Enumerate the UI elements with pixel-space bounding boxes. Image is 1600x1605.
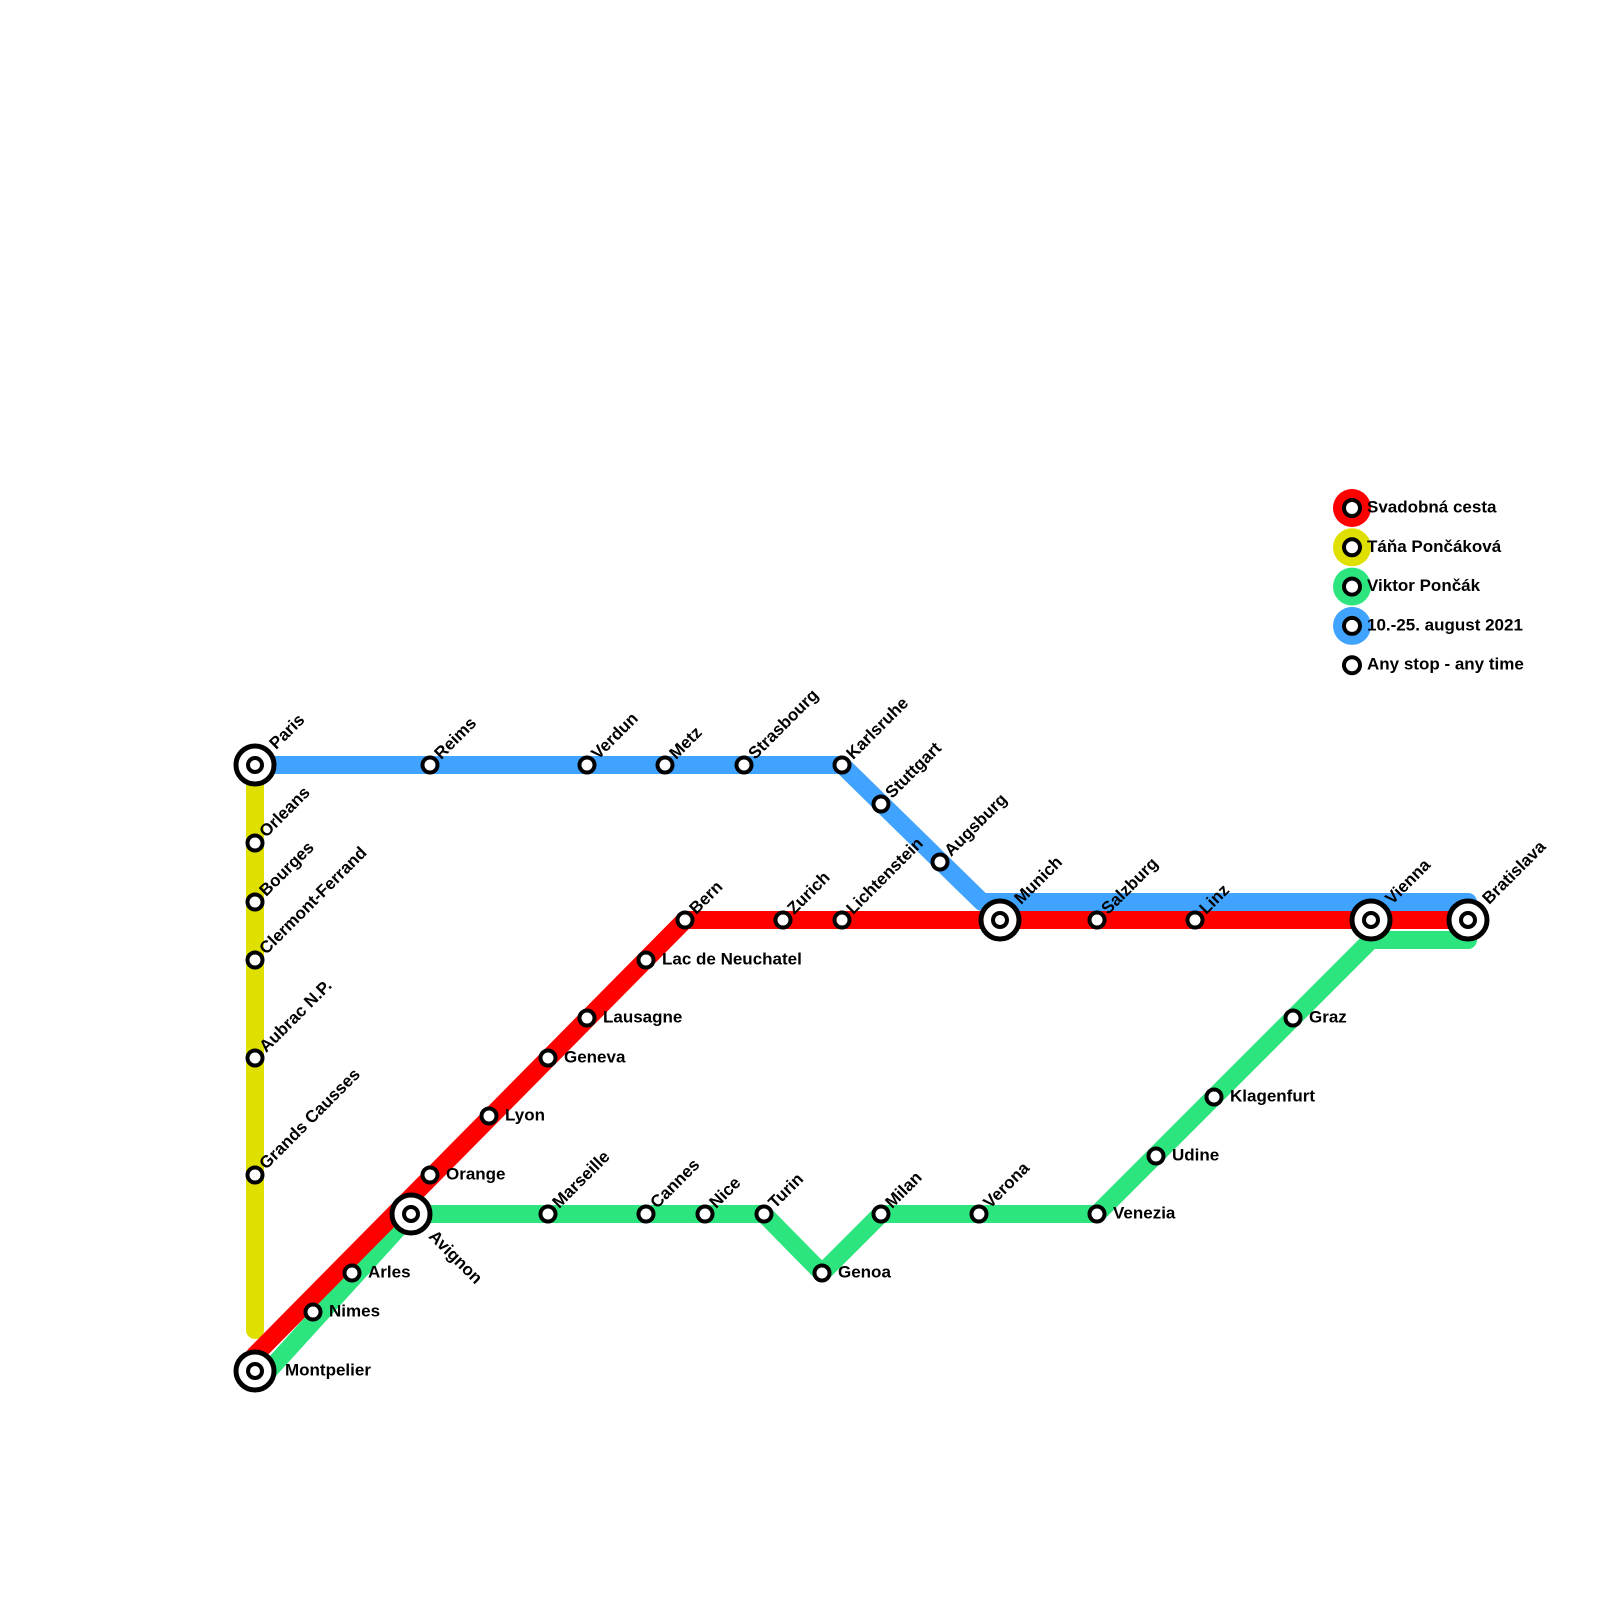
station-label: Reims <box>431 713 481 763</box>
legend-label: Viktor Pončák <box>1367 576 1481 595</box>
station <box>812 1263 832 1283</box>
station <box>636 950 656 970</box>
station <box>245 892 265 912</box>
station-label: Cannes <box>647 1155 704 1212</box>
station-label: Lichtenstein <box>843 834 927 918</box>
station-label: Verdun <box>588 709 642 763</box>
station <box>969 1204 989 1224</box>
station-label: Grands Causses <box>256 1065 364 1173</box>
station <box>342 1263 362 1283</box>
station <box>773 910 793 930</box>
station-label: Udine <box>1172 1145 1219 1164</box>
station-label: Genoa <box>838 1262 891 1281</box>
station <box>577 755 597 775</box>
station-label: Lac de Neuchatel <box>662 949 802 968</box>
station <box>734 755 754 775</box>
station <box>538 1048 558 1068</box>
station-label: Bratislava <box>1479 837 1550 908</box>
station-label: Stuttgart <box>882 738 946 802</box>
interchange-core <box>1459 911 1477 929</box>
station <box>675 910 695 930</box>
station-label: Strasbourg <box>745 685 823 763</box>
station <box>832 755 852 775</box>
station <box>1283 1008 1303 1028</box>
legend-stop <box>1342 537 1362 558</box>
station <box>538 1204 558 1224</box>
station <box>1087 910 1107 930</box>
legend-label: Svadobná cesta <box>1367 497 1497 516</box>
station-label: Lyon <box>505 1105 545 1124</box>
station <box>245 950 265 970</box>
legend-stop <box>1342 655 1362 676</box>
station-label: Paris <box>266 710 309 753</box>
legend-label: Any stop - any time <box>1367 655 1524 674</box>
station <box>1204 1087 1224 1107</box>
legend-label: 10.-25. august 2021 <box>1367 615 1523 634</box>
station-label: Karlsruhe <box>843 693 913 763</box>
interchange-core <box>1362 911 1380 929</box>
legend-stop <box>1342 576 1362 597</box>
station-label: Arles <box>368 1262 411 1281</box>
interchange-core <box>991 911 1009 929</box>
station <box>479 1106 499 1126</box>
station <box>303 1302 323 1322</box>
station-label: Zurich <box>784 868 834 918</box>
station <box>754 1204 774 1224</box>
station <box>871 794 891 814</box>
station-label: Montpelier <box>285 1360 371 1379</box>
station <box>577 1008 597 1028</box>
station-label: Clermont-Ferrand <box>256 843 371 958</box>
station-label: Orange <box>446 1164 506 1183</box>
legend-stop <box>1342 615 1362 636</box>
station-label: Marseille <box>549 1147 614 1212</box>
station-label: Geneva <box>564 1047 626 1066</box>
station <box>636 1204 656 1224</box>
station <box>245 1165 265 1185</box>
station <box>1087 1204 1107 1224</box>
station-label: Avignon <box>425 1227 486 1288</box>
interchange-core <box>246 1362 264 1380</box>
interchange-core <box>246 756 264 774</box>
station <box>420 755 440 775</box>
station-label: Lausagne <box>603 1007 682 1026</box>
station-label: Orleans <box>256 783 314 841</box>
station-label: Graz <box>1309 1007 1347 1026</box>
station-label: Augsburg <box>941 790 1011 860</box>
legend-stop <box>1342 498 1362 518</box>
station <box>1185 910 1205 930</box>
station-label: Venezia <box>1113 1203 1176 1222</box>
station-label: Verona <box>980 1158 1034 1212</box>
station <box>832 910 852 930</box>
legend-label: Táňa Pončáková <box>1367 537 1502 556</box>
station-label: Turin <box>765 1169 808 1212</box>
station-label: Nimes <box>329 1301 380 1320</box>
station-label: Klagenfurt <box>1230 1086 1315 1105</box>
red-line <box>246 911 1477 1364</box>
station <box>245 833 265 853</box>
station <box>655 755 675 775</box>
station <box>245 1048 265 1068</box>
station <box>695 1204 715 1224</box>
station <box>930 852 950 872</box>
green-line <box>253 931 1477 1387</box>
station <box>420 1165 440 1185</box>
station <box>871 1204 891 1224</box>
blue-line <box>246 756 1477 911</box>
interchange-core <box>402 1205 420 1223</box>
station <box>1146 1146 1166 1166</box>
station-label: Aubrac N.P. <box>256 976 336 1056</box>
